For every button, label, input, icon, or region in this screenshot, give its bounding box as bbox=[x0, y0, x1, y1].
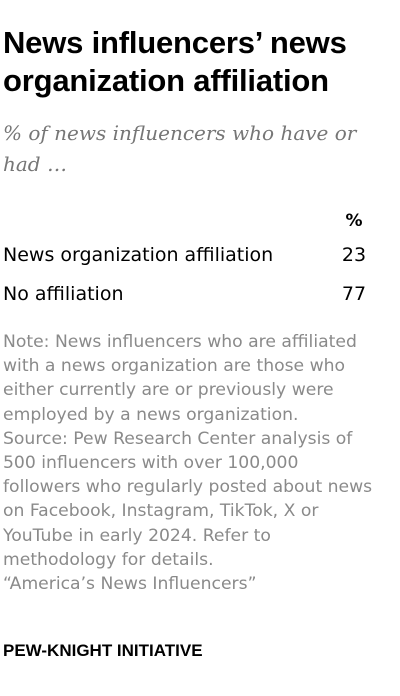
column-header-percent: % bbox=[345, 211, 363, 231]
source-line: YouTube in early 2024. Refer to bbox=[3, 525, 271, 546]
chart-subtitle: % of news influencers who have or had … bbox=[3, 118, 395, 180]
table-row: No affiliation 77 bbox=[3, 279, 395, 309]
source-line: followers who regularly posted about new… bbox=[3, 477, 373, 498]
chart-title-line-2: organization affiliation bbox=[3, 63, 329, 98]
row-value: 77 bbox=[341, 283, 367, 305]
brand-label: PEW-KNIGHT INITIATIVE bbox=[3, 641, 203, 660]
note-line: with a news organization are those who bbox=[3, 356, 346, 377]
row-label: News organization affiliation bbox=[3, 244, 274, 266]
source-line: 500 influencers with over 100,000 bbox=[3, 453, 299, 474]
note-line: Note: News influencers who are affiliate… bbox=[3, 332, 357, 352]
chart-subtitle-line-2: had … bbox=[3, 152, 67, 176]
chart-notes: Note: News influencers who are affiliate… bbox=[3, 330, 395, 596]
chart-subtitle-line-1: % of news influencers who have or bbox=[3, 121, 357, 145]
report-title-line: “America’s News Influencers” bbox=[3, 574, 257, 595]
chart-title-line-1: News influencers’ news bbox=[3, 25, 347, 60]
table-row: News organization affiliation 23 bbox=[3, 240, 395, 270]
source-line: Source: Pew Research Center analysis of bbox=[3, 428, 353, 449]
source-line: methodology for details. bbox=[3, 549, 214, 570]
row-value: 23 bbox=[341, 244, 367, 266]
chart-title: News influencers’ news organization affi… bbox=[3, 24, 395, 100]
note-line: employed by a news organization. bbox=[3, 404, 299, 425]
note-line: either currently are or previously were bbox=[3, 380, 334, 401]
row-label: No affiliation bbox=[3, 283, 124, 305]
source-line: on Facebook, Instagram, TikTok, X or bbox=[3, 501, 319, 522]
